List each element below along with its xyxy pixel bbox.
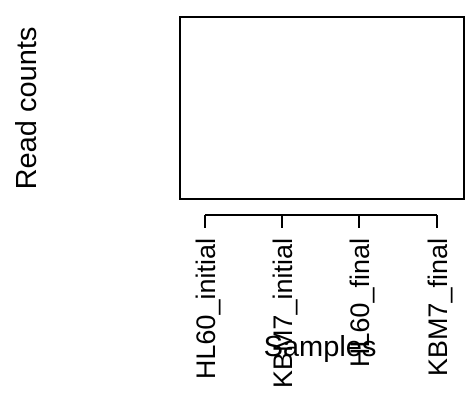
x-axis-title: Samples bbox=[264, 331, 377, 363]
x-tick-label: HL60_final bbox=[345, 238, 375, 367]
x-axis: HL60_initial KBM7_initial HL60_final KBM7_f… bbox=[191, 214, 453, 388]
x-tick-label: HL60_initial bbox=[191, 238, 221, 379]
y-axis-title: Read counts bbox=[11, 27, 43, 190]
plot-frame bbox=[179, 16, 465, 200]
x-tick-label: KBM7_final bbox=[423, 238, 453, 376]
x-tick-label: KBM7_initial bbox=[268, 238, 298, 388]
